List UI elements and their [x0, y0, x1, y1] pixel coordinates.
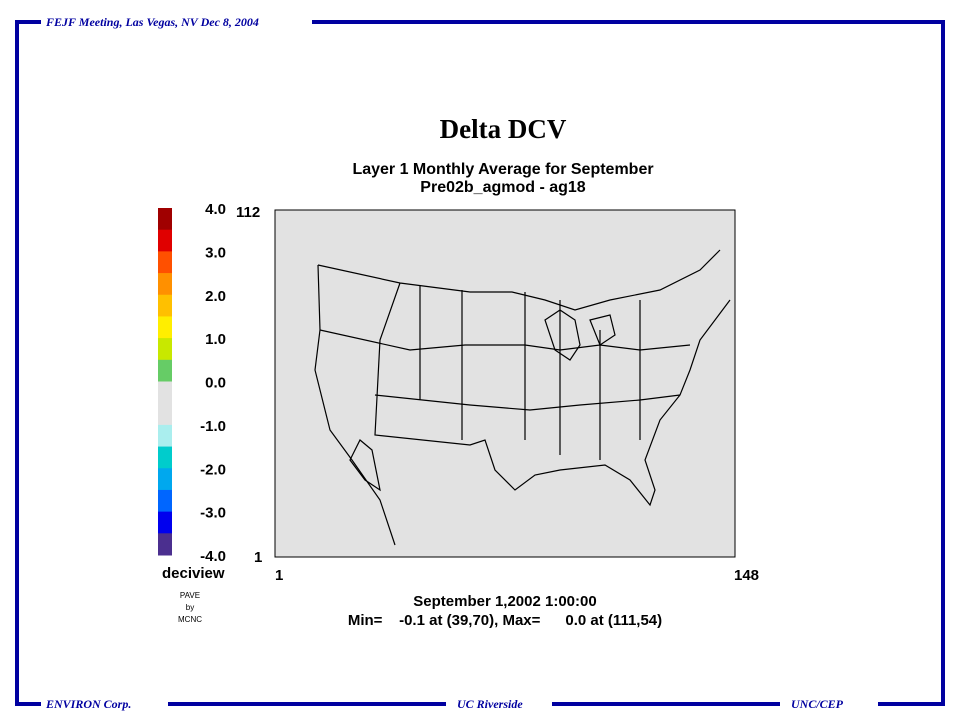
colorbar-cell — [158, 446, 172, 469]
colorbar-label: -2.0 — [200, 461, 226, 478]
plot-title: Delta DCV — [440, 114, 567, 144]
colorbar-cell — [158, 251, 172, 274]
credit: MCNC — [178, 615, 202, 624]
credit: PAVE — [180, 591, 200, 600]
colorbar-cell — [158, 511, 172, 534]
colorbar-cell — [158, 208, 172, 231]
colorbar-label: -3.0 — [200, 505, 226, 522]
y-axis-bottom: 1 — [254, 549, 262, 566]
map-area — [274, 209, 736, 558]
colorbar-cell — [158, 489, 172, 513]
colorbar-unit: deciview — [162, 565, 225, 582]
colorbar-cell — [158, 338, 172, 361]
footer-left: ENVIRON Corp. — [45, 697, 131, 711]
y-axis-top: 112 — [236, 204, 260, 221]
colorbar-cell — [158, 273, 172, 296]
x-axis-right: 148 — [734, 567, 759, 584]
colorbar-label: 1.0 — [205, 331, 226, 348]
colorbar-cell — [158, 381, 172, 404]
colorbar-cell — [158, 316, 172, 339]
subtitle: Pre02b_agmod - ag18 — [420, 179, 586, 196]
credit: by — [186, 603, 194, 612]
stats: Min= -0.1 at (39,70), Max= 0.0 at (111,5… — [348, 612, 662, 629]
x-axis-left: 1 — [275, 567, 283, 584]
colorbar: 4.0 3.0 2.0 1.0 0.0 -1.0 -2.0 -3.0 -4.0 — [158, 201, 226, 565]
colorbar-cell — [158, 468, 172, 491]
colorbar-cell — [158, 403, 172, 426]
footer-right: UNC/CEP — [791, 697, 844, 711]
colorbar-label: 2.0 — [205, 288, 226, 305]
colorbar-cell — [158, 229, 172, 252]
header: FEJF Meeting, Las Vegas, NV Dec 8, 2004 — [45, 15, 259, 29]
colorbar-label: -4.0 — [200, 548, 226, 565]
colorbar-label: 0.0 — [205, 375, 226, 392]
map-outline — [314, 249, 731, 546]
date: September 1,2002 1:00:00 — [413, 593, 596, 610]
colorbar-cell — [158, 294, 172, 317]
colorbar-label: -1.0 — [200, 418, 226, 435]
colorbar-cell — [158, 359, 172, 382]
colorbar-label: 3.0 — [205, 244, 226, 261]
colorbar-cell — [158, 424, 172, 448]
colorbar-label: 4.0 — [205, 201, 226, 218]
footer-center: UC Riverside — [457, 697, 523, 711]
subtitle: Layer 1 Monthly Average for September — [352, 161, 653, 178]
frame — [15, 20, 945, 706]
colorbar-cell — [158, 533, 172, 556]
